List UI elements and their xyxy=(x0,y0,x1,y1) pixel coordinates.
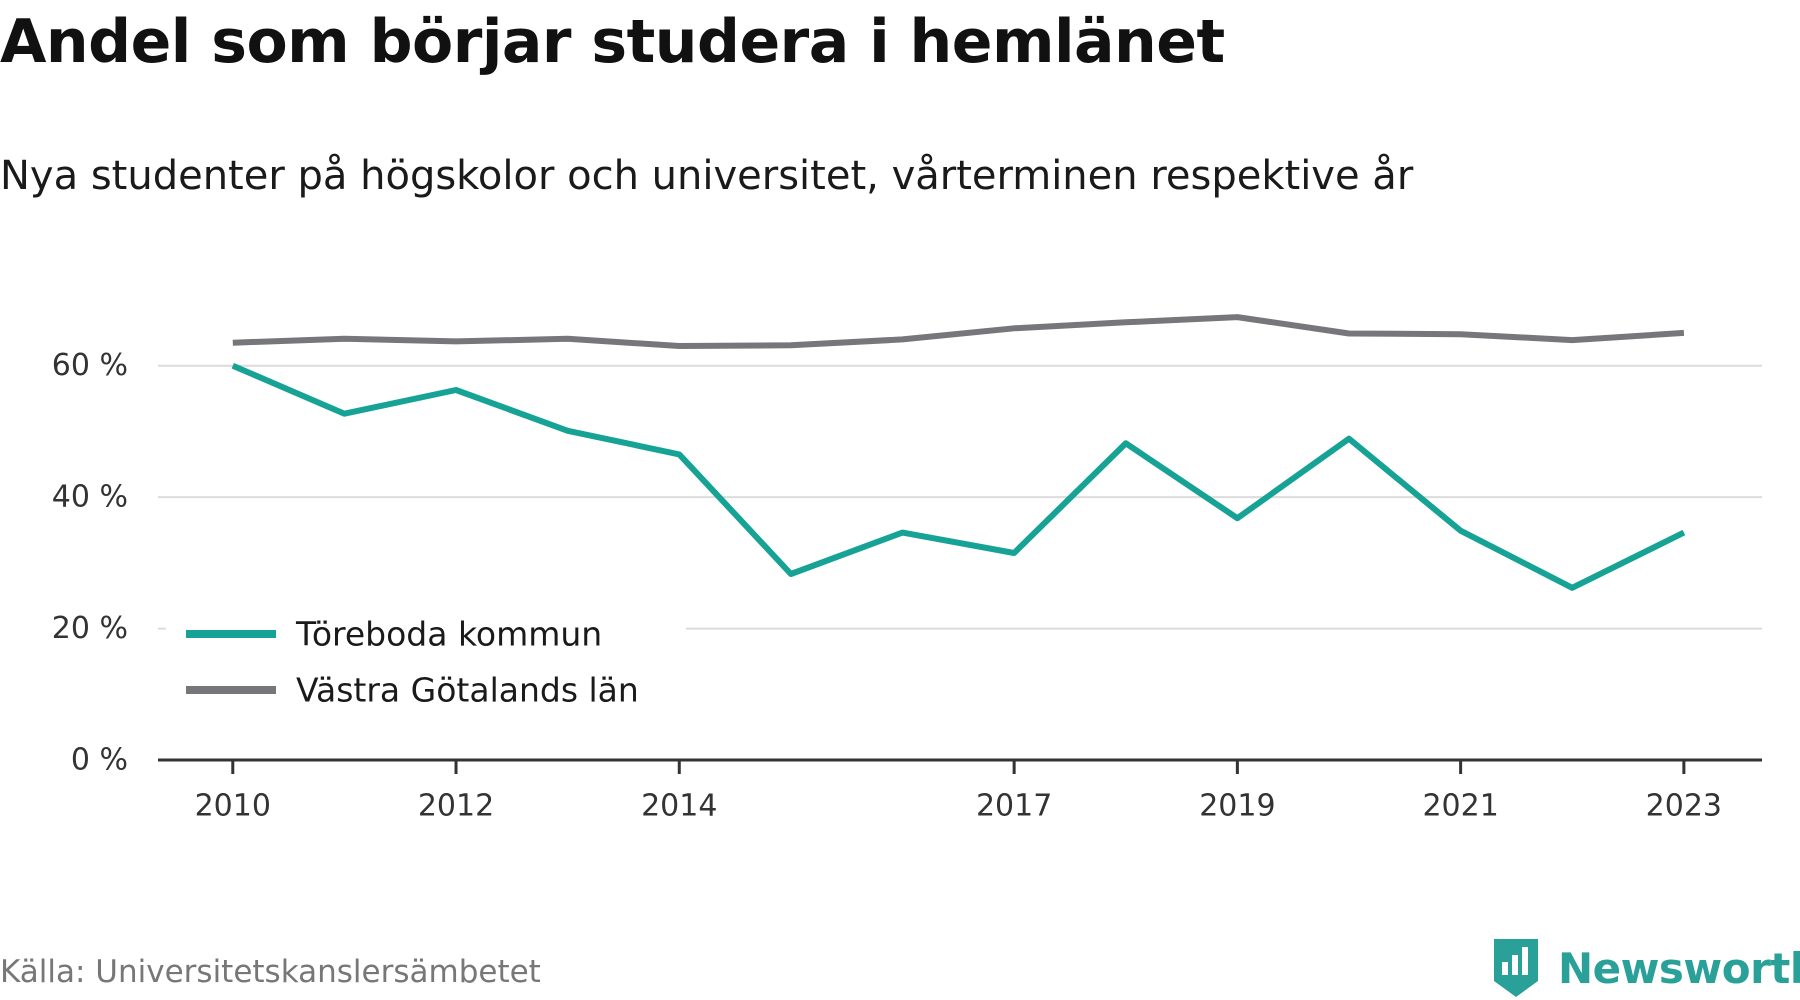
x-tick-label: 2010 xyxy=(195,789,271,824)
series-line-1 xyxy=(232,314,1685,349)
bar-chart-logo-icon xyxy=(1494,939,1538,997)
legend-label: Töreboda kommun xyxy=(295,615,602,654)
legend-background xyxy=(166,600,686,728)
brand-logo[interactable]: Newsworthy xyxy=(1490,928,1800,1000)
y-tick-label: 0 % xyxy=(71,743,128,778)
y-axis-ticks: 0 % 20 % 40 % 60 % xyxy=(52,348,128,777)
x-tick-label: 2012 xyxy=(418,789,494,824)
y-tick-label: 20 % xyxy=(52,611,128,646)
y-tick-label: 60 % xyxy=(52,348,128,383)
legend-label: Västra Götalands län xyxy=(296,671,639,710)
x-tick-label: 2019 xyxy=(1199,789,1275,824)
brand-name: Newsworthy xyxy=(1558,943,1800,993)
x-tick-label: 2023 xyxy=(1646,789,1722,824)
chart-subtitle: Nya studenter på högskolor och universit… xyxy=(0,153,1414,199)
series-lines xyxy=(231,314,1686,591)
chart-title: Andel som börjar studera i hemlänet xyxy=(0,7,1225,77)
legend: Töreboda kommun Västra Götalands län xyxy=(166,600,686,728)
x-tick-label: 2014 xyxy=(641,789,717,824)
x-axis-ticks: 2010 2012 2014 2017 2019 2021 2023 xyxy=(195,760,1722,824)
y-tick-label: 40 % xyxy=(52,480,128,515)
x-tick-label: 2021 xyxy=(1422,789,1498,824)
x-tick-label: 2017 xyxy=(976,789,1052,824)
source-note: Källa: Universitetskanslersämbetet xyxy=(0,954,541,990)
series-line-0 xyxy=(231,362,1686,591)
